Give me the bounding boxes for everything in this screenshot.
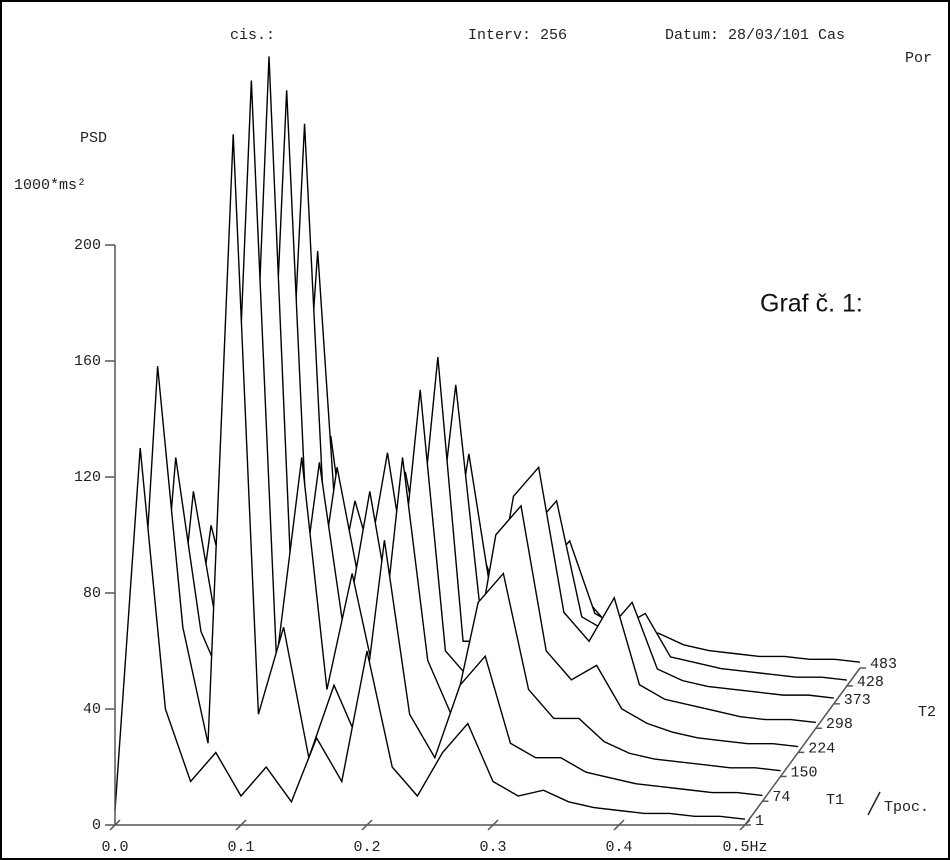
z-tick-label: 224 <box>808 740 835 757</box>
x-tick-label: 0.2 <box>353 839 380 856</box>
x-tick-label: 0.0 <box>101 839 128 856</box>
z-tick-label: 428 <box>857 674 884 691</box>
z-label: Tpoc. <box>884 799 929 816</box>
chart: cis.: Interv: 256 Datum: 28/03/101 Cas P… <box>0 0 950 860</box>
z-tick-label: 150 <box>791 764 818 781</box>
y-tick-label: 0 <box>92 817 101 834</box>
y-axis-unit: 1000*ms² <box>14 177 86 194</box>
y-tick-label: 40 <box>83 701 101 718</box>
x-tick-label: 0.1 <box>227 839 254 856</box>
x-tick-label: 0.3 <box>479 839 506 856</box>
z-tick-label: 74 <box>772 789 790 806</box>
z-tick-label: 373 <box>844 692 871 709</box>
y-axis-label: PSD <box>80 130 107 147</box>
header-text: Por <box>905 50 932 67</box>
header-text: Interv: 256 <box>468 27 567 44</box>
z-tick-label: 483 <box>870 656 897 673</box>
header-text: Datum: 28/03/101 Cas <box>665 27 845 44</box>
z-label: T2 <box>918 704 936 721</box>
caption: Graf č. 1: <box>760 290 863 318</box>
z-tick-label: 298 <box>826 716 853 733</box>
y-tick-label: 120 <box>74 469 101 486</box>
y-tick-label: 160 <box>74 353 101 370</box>
z-label: T1 <box>826 792 844 809</box>
y-tick-label: 200 <box>74 237 101 254</box>
x-tick-label: 0.4 <box>605 839 632 856</box>
x-tick-label: 0.5Hz <box>722 839 767 856</box>
z-tick-label: 1 <box>755 813 764 830</box>
y-tick-label: 80 <box>83 585 101 602</box>
header-text: cis.: <box>230 27 275 44</box>
